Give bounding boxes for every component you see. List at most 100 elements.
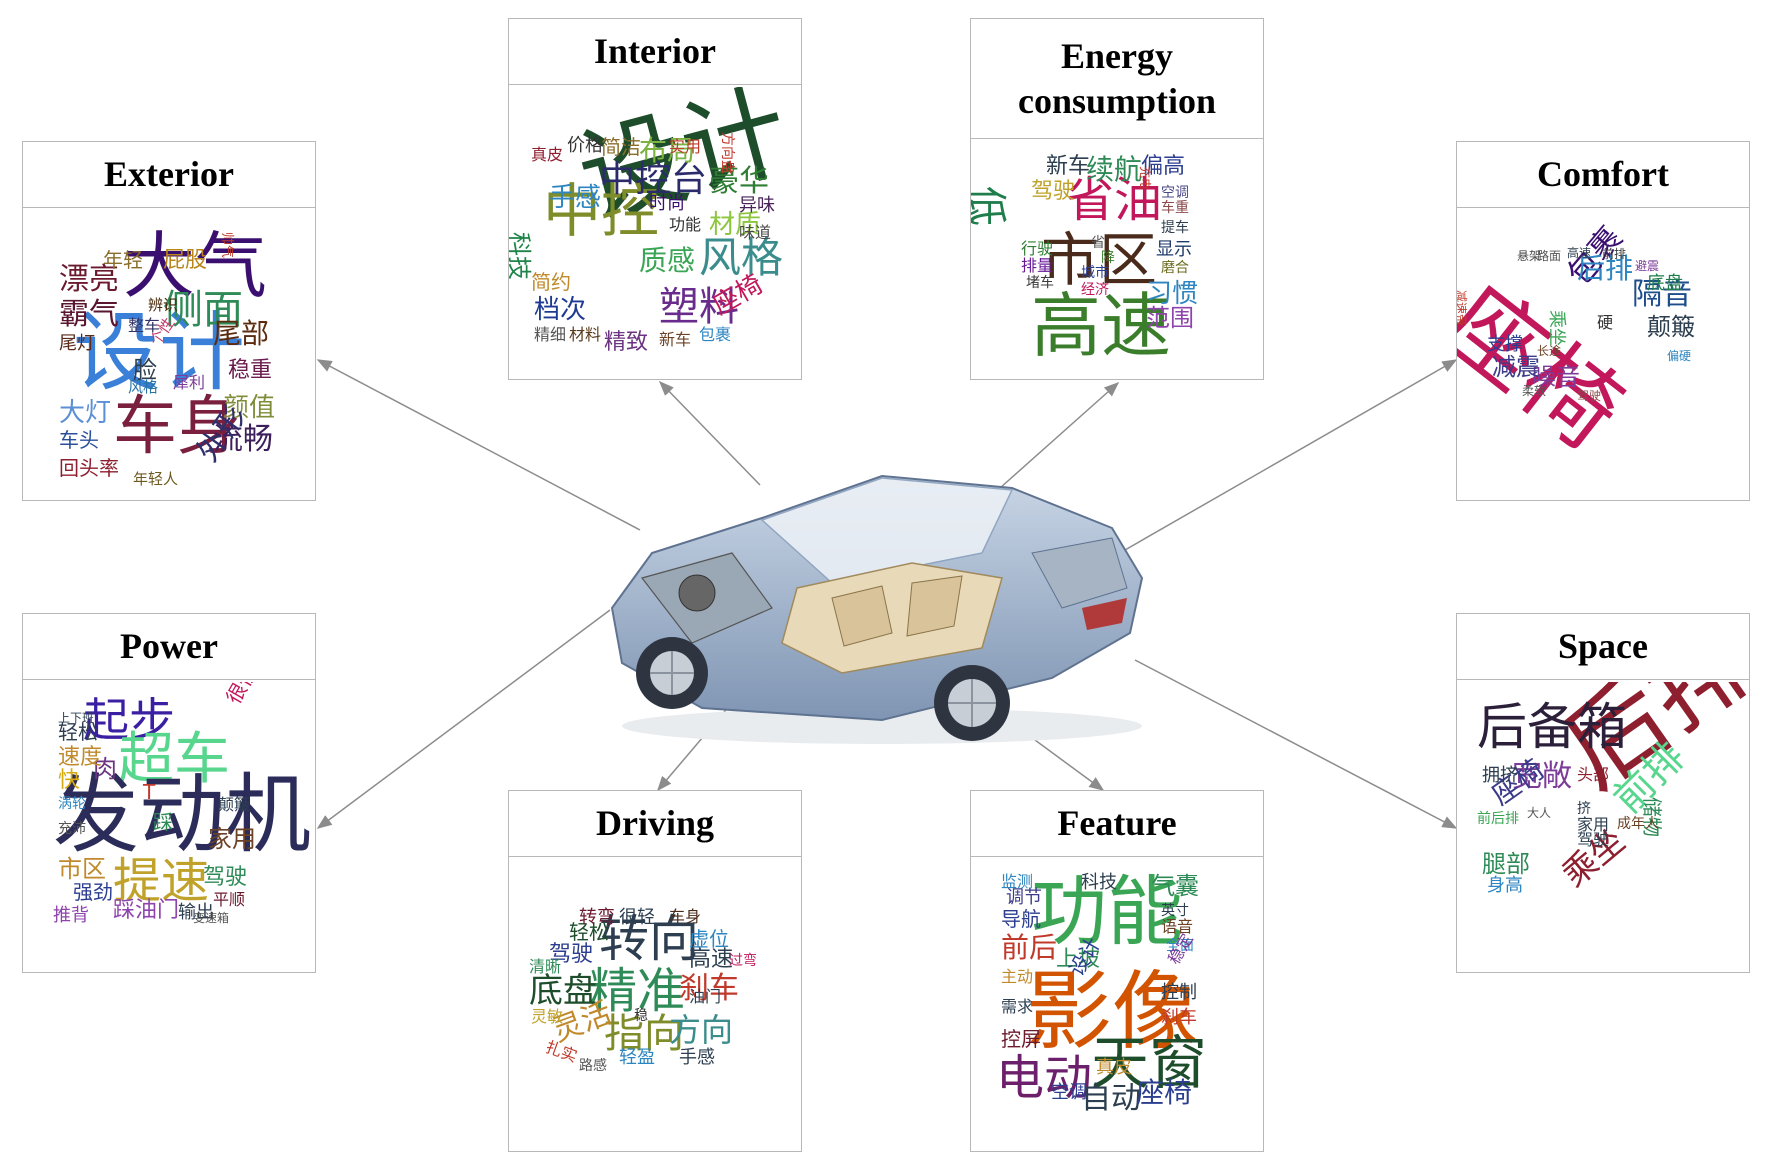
panel-title-power: Power <box>23 614 315 680</box>
cloud-word: 大人 <box>1527 806 1552 820</box>
panel-comfort: Comfort 座椅 隔音 包裹 后排 颠簸 噪音 减震 支撑 底盘 乘坐 悬架 路面 高速 前排硬柔软 驾驶… <box>1456 141 1750 501</box>
cloud-word: 流畅 <box>213 422 273 457</box>
cloud-word: 隔音 <box>1632 277 1692 312</box>
cloud-word: 速度 <box>58 745 103 770</box>
cloud-word: 范围 <box>1146 304 1194 332</box>
cloud-word: 主动 <box>1001 967 1034 986</box>
cloud-word: 高速 <box>689 947 734 972</box>
cloud-word: T <box>143 780 156 804</box>
cloud-word: 省油 <box>1066 172 1163 228</box>
cloud-word: 避震 <box>1635 259 1660 273</box>
cloud-word: 底盘 <box>1647 273 1683 294</box>
cloud-word: 时尚 <box>649 193 685 214</box>
cloud-word: 全面 <box>1166 938 1194 954</box>
cloud-word: 成年人 <box>1617 816 1659 832</box>
cloud-word: 语音 <box>1161 917 1194 936</box>
cloud-word: 调节 <box>1006 887 1042 908</box>
cloud-word: 很轻 <box>619 907 655 928</box>
cloud-word: 发动机 <box>53 765 311 865</box>
word-cloud-power: 起步 超车 发动机 提速 肉快 很快 轻松 速度 市区 家用 驾驶 强劲 推背 踩油门 输出 平顺 颠簸 T 踩 涡轮… <box>23 682 315 972</box>
cloud-word: 控制 <box>1161 982 1197 1003</box>
cloud-word: 颠簸 <box>218 795 251 814</box>
cloud-word: 上下班 <box>58 711 95 725</box>
panel-title-interior: Interior <box>509 19 801 85</box>
arrow-to-comfort <box>1124 359 1458 551</box>
cloud-word: 车身 <box>113 390 241 464</box>
cloud-word: 续航 <box>1086 153 1143 186</box>
cloud-word: 导航 <box>1001 907 1041 931</box>
cloud-word: 挤 <box>1577 801 1591 817</box>
arrow-to-energy <box>999 382 1120 489</box>
cloud-word: 涡轮 <box>58 796 86 812</box>
cloud-word: 价格 <box>567 135 603 156</box>
cloud-word: 包裹 <box>699 325 732 344</box>
arrow-to-exterior <box>316 359 641 531</box>
cloud-word: 提车 <box>1161 220 1189 236</box>
cloud-word: 材质 <box>709 210 762 240</box>
cloud-word: 天窗 <box>1091 1029 1208 1097</box>
cloud-word: 材料 <box>569 325 602 344</box>
cloud-word: 转弯 <box>579 907 615 928</box>
cloud-word: 刹车 <box>679 971 739 1006</box>
cloud-word: 豪华 <box>709 164 769 199</box>
cloud-word: 肉 <box>93 755 117 783</box>
cloud-word: 噪音 <box>1532 363 1580 391</box>
cloud-word: 空调 <box>1161 185 1189 201</box>
cloud-word: 精致 <box>604 330 649 355</box>
cloud-word: 布局 <box>639 134 696 167</box>
cloud-word: 宽敞 <box>1512 759 1572 794</box>
cloud-word: 过弯 <box>729 953 757 969</box>
panel-title-feature: Feature <box>971 791 1263 857</box>
cloud-word: 路感 <box>579 1058 607 1074</box>
panel-exterior: Exterior 大气 设计 车身 漂亮 霸气 年轻 屁股 帅气 侧面 尾部 稳重 颜值 流畅 外形 大灯 车头… <box>22 141 316 501</box>
cloud-word: 年轻人 <box>133 470 179 488</box>
cloud-word: 异味 <box>739 195 775 216</box>
cloud-word: 省 <box>1091 235 1105 251</box>
cloud-word: 稳重 <box>228 358 273 383</box>
word-cloud-feature: 功能 影像 天窗 电动 自动 座椅 前后 导航 调节 气囊 监测 科技 上坡 设计 控制 刹车 语音 全面 空调 真皮… <box>971 859 1263 1151</box>
cloud-word: 驾驶 <box>1577 389 1602 403</box>
cloud-word: 影像 <box>1026 962 1198 1062</box>
panel-title-driving: Driving <box>509 791 801 857</box>
cloud-word: 起步 <box>83 693 175 747</box>
cloud-word: 辨识 <box>148 296 179 314</box>
cloud-word: 科技 <box>509 232 533 280</box>
cloud-word: 习惯 <box>1146 279 1199 309</box>
cloud-word: 减震 <box>1492 353 1540 381</box>
word-cloud-interior: 设计 中控 中控台 风格 塑料 材质 豪华 布局 简洁 价格 真皮 实用 方向盘 手感 时尚 科技 异味 功能 味道… <box>509 87 801 379</box>
cloud-word: 漂亮 <box>59 262 119 297</box>
cloud-word: 拥挤 <box>1482 765 1518 786</box>
cloud-word: 高速 <box>1031 285 1171 367</box>
cloud-word: 屁股 <box>163 248 208 273</box>
cloud-word: 风格 <box>128 378 159 396</box>
cloud-word: 转向 <box>599 910 699 968</box>
cloud-word: 空调 <box>1051 1082 1087 1103</box>
cloud-word: 手感 <box>679 1047 715 1068</box>
cloud-word: 底盘 <box>529 971 597 1011</box>
cloud-word: 中控 <box>543 177 660 245</box>
cloud-word: 快 <box>58 768 81 793</box>
cloud-word: 堵车 <box>1026 275 1054 291</box>
cloud-word: 档次 <box>534 295 587 325</box>
cloud-word: 需求 <box>1001 997 1034 1016</box>
cloud-word: 平顺 <box>213 890 246 909</box>
arrow-to-interior <box>658 380 761 486</box>
cloud-word: 头部 <box>1577 765 1610 784</box>
cloud-word: 硬 <box>1597 313 1614 332</box>
cloud-word: 路面 <box>1537 249 1562 263</box>
cloud-word: 功能 <box>669 215 702 234</box>
cloud-word: 控屏 <box>1001 1027 1041 1051</box>
word-cloud-driving: 转向 精准 底盘 指向 方向 灵活 刹车 高速 驾驶 轻松 虚位 很轻 转弯 车身 手感 轻盈 路感 清晰 油门 过弯… <box>509 859 801 1151</box>
panel-space: Space 后排 后备箱 前排 乘坐 宽敞 座椅 腿部 拥挤 储物 头部 身高 家用 驾驶 前后排 成年人挤大… <box>1456 613 1750 973</box>
cloud-word: 市区 <box>1041 226 1158 294</box>
cloud-word: 轻盈 <box>619 1047 655 1068</box>
panel-title-exterior: Exterior <box>23 142 315 208</box>
cloud-word: 高速 <box>1567 246 1592 260</box>
cloud-word: 指向 <box>604 1011 684 1057</box>
cloud-word: 大灯 <box>59 398 112 428</box>
panel-driving: Driving 转向 精准 底盘 指向 方向 灵活 刹车 高速 驾驶 轻松 虚位 很轻 转弯 车身 手感 轻盈路… <box>508 790 802 1152</box>
cloud-word: 车身 <box>669 907 702 926</box>
cloud-word: 偏高 <box>1141 154 1186 179</box>
cloud-word: 充电 <box>1138 166 1152 191</box>
